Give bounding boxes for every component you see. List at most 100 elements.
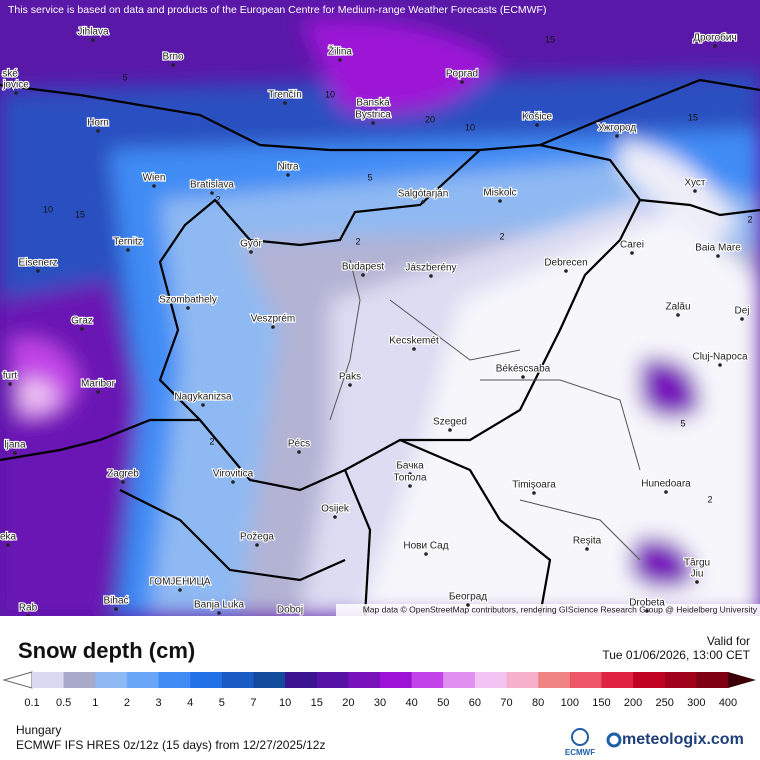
city-label: Ternitz	[113, 237, 142, 248]
city-label: Dej	[734, 306, 749, 317]
city-dot	[91, 38, 95, 42]
city-label: eka	[0, 532, 16, 543]
city-dot	[716, 254, 720, 258]
colorbar-tick-label: 3	[155, 697, 161, 709]
colorbar-segment	[63, 672, 96, 688]
city-dot	[630, 251, 634, 255]
city-label: Rab	[19, 603, 38, 614]
city-label: Бачка	[396, 461, 424, 472]
contour-label: 2	[215, 194, 220, 204]
region: Hungary	[16, 723, 61, 737]
colorbar-segment	[569, 672, 602, 688]
colorbar-segment	[474, 672, 508, 688]
colorbar-segment	[316, 672, 349, 688]
brand: meteologix.com	[622, 731, 744, 748]
city-dot	[693, 189, 697, 193]
city-label: Osijek	[321, 504, 350, 515]
colorbar-arrow-high	[728, 672, 756, 688]
colorbar-tick-label: 60	[469, 697, 481, 709]
city-dot	[498, 199, 502, 203]
city-dot	[466, 603, 470, 607]
city-dot	[283, 101, 287, 105]
colorbar-segment	[190, 672, 223, 688]
colorbar-tick-label: 30	[374, 697, 386, 709]
city-label: Дрогобич	[693, 32, 736, 44]
city-label: Jihlava	[77, 27, 109, 38]
colorbar-tick-label: 40	[406, 697, 418, 709]
city-label: Jászberény	[405, 263, 456, 274]
city-label: Paks	[339, 372, 361, 383]
colorbar-segment	[126, 672, 160, 688]
city-dot	[186, 306, 190, 310]
city-label: Wien	[143, 173, 166, 184]
city-dot	[585, 547, 589, 551]
city-dot	[8, 382, 12, 386]
colorbar-tick-label: 0.5	[56, 697, 71, 709]
ecmwf-logo: ECMWF	[565, 748, 595, 757]
colorbar-segment	[538, 672, 571, 688]
colorbar-tick-label: 50	[437, 697, 449, 709]
city-dot	[217, 611, 221, 615]
city-label: Maribor	[81, 379, 116, 390]
city-label: ljana	[4, 440, 26, 451]
city-label: Győr	[240, 239, 262, 250]
city-dot	[421, 200, 425, 204]
city-label: Graz	[71, 316, 93, 327]
city-dot	[171, 63, 175, 67]
contour-label: 10	[325, 89, 335, 99]
contour-label: 5	[122, 72, 127, 82]
city-label: Kecskemét	[389, 336, 439, 347]
city-dot	[8, 80, 12, 84]
attribution: Map data © OpenStreetMap contributors, r…	[363, 604, 758, 614]
region-borders	[329, 259, 641, 561]
city-dot	[114, 607, 118, 611]
city-dot	[448, 428, 452, 432]
colorbar-arrow-low	[2, 671, 33, 689]
colorbar-tick-label: 0.1	[24, 697, 39, 709]
colorbar-tick-label: 2	[124, 697, 130, 709]
city-dot	[713, 44, 717, 48]
colorbar-segment	[664, 672, 697, 688]
city-label: Banja Luka	[194, 600, 244, 611]
city-dot	[210, 191, 214, 195]
city-label: Virovitica	[213, 469, 254, 480]
colorbar-tick-label: 1	[92, 697, 98, 709]
city-label: ské	[2, 69, 18, 80]
city-label: Hunedoara	[641, 479, 691, 490]
city-dot	[424, 552, 428, 556]
city-label: Salgótarján	[398, 189, 449, 200]
city-label: Топола	[393, 473, 426, 484]
city-dot	[361, 273, 365, 277]
city-dot	[412, 347, 416, 351]
city-dot	[521, 375, 525, 379]
city-dot	[408, 484, 412, 488]
contour-label: 15	[688, 112, 698, 122]
contour-label: 10	[465, 122, 475, 132]
city-dot	[718, 363, 722, 367]
city-dot	[152, 184, 156, 188]
city-dot	[286, 173, 290, 177]
city-label: Doboj	[277, 605, 303, 616]
city-label: Eisenerz	[19, 258, 58, 269]
colorbar-tick-label: 100	[561, 697, 579, 709]
colorbar-tick-label: 7	[250, 697, 256, 709]
city-label: Brno	[162, 52, 184, 63]
colorbar-tick-label: 20	[342, 697, 354, 709]
notice: This service is based on data and produc…	[8, 4, 546, 16]
colorbar-segment	[32, 672, 65, 688]
city-label: Veszprém	[251, 314, 295, 325]
city-dot	[96, 129, 100, 133]
contour-label: 10	[43, 204, 53, 214]
city-label: Timişoara	[512, 480, 556, 491]
valid-time: Tue 01/06/2026, 13:00 CET	[602, 648, 750, 662]
contour-label: 2	[747, 214, 752, 224]
city-dot	[348, 383, 352, 387]
city-dot	[13, 451, 17, 455]
contour-label: 2	[499, 231, 504, 241]
colorbar-segment	[633, 672, 666, 688]
city-label: Хуст	[685, 178, 706, 189]
city-dot	[80, 327, 84, 331]
city-label: Košice	[522, 112, 552, 123]
colorbar-segment	[601, 672, 634, 688]
